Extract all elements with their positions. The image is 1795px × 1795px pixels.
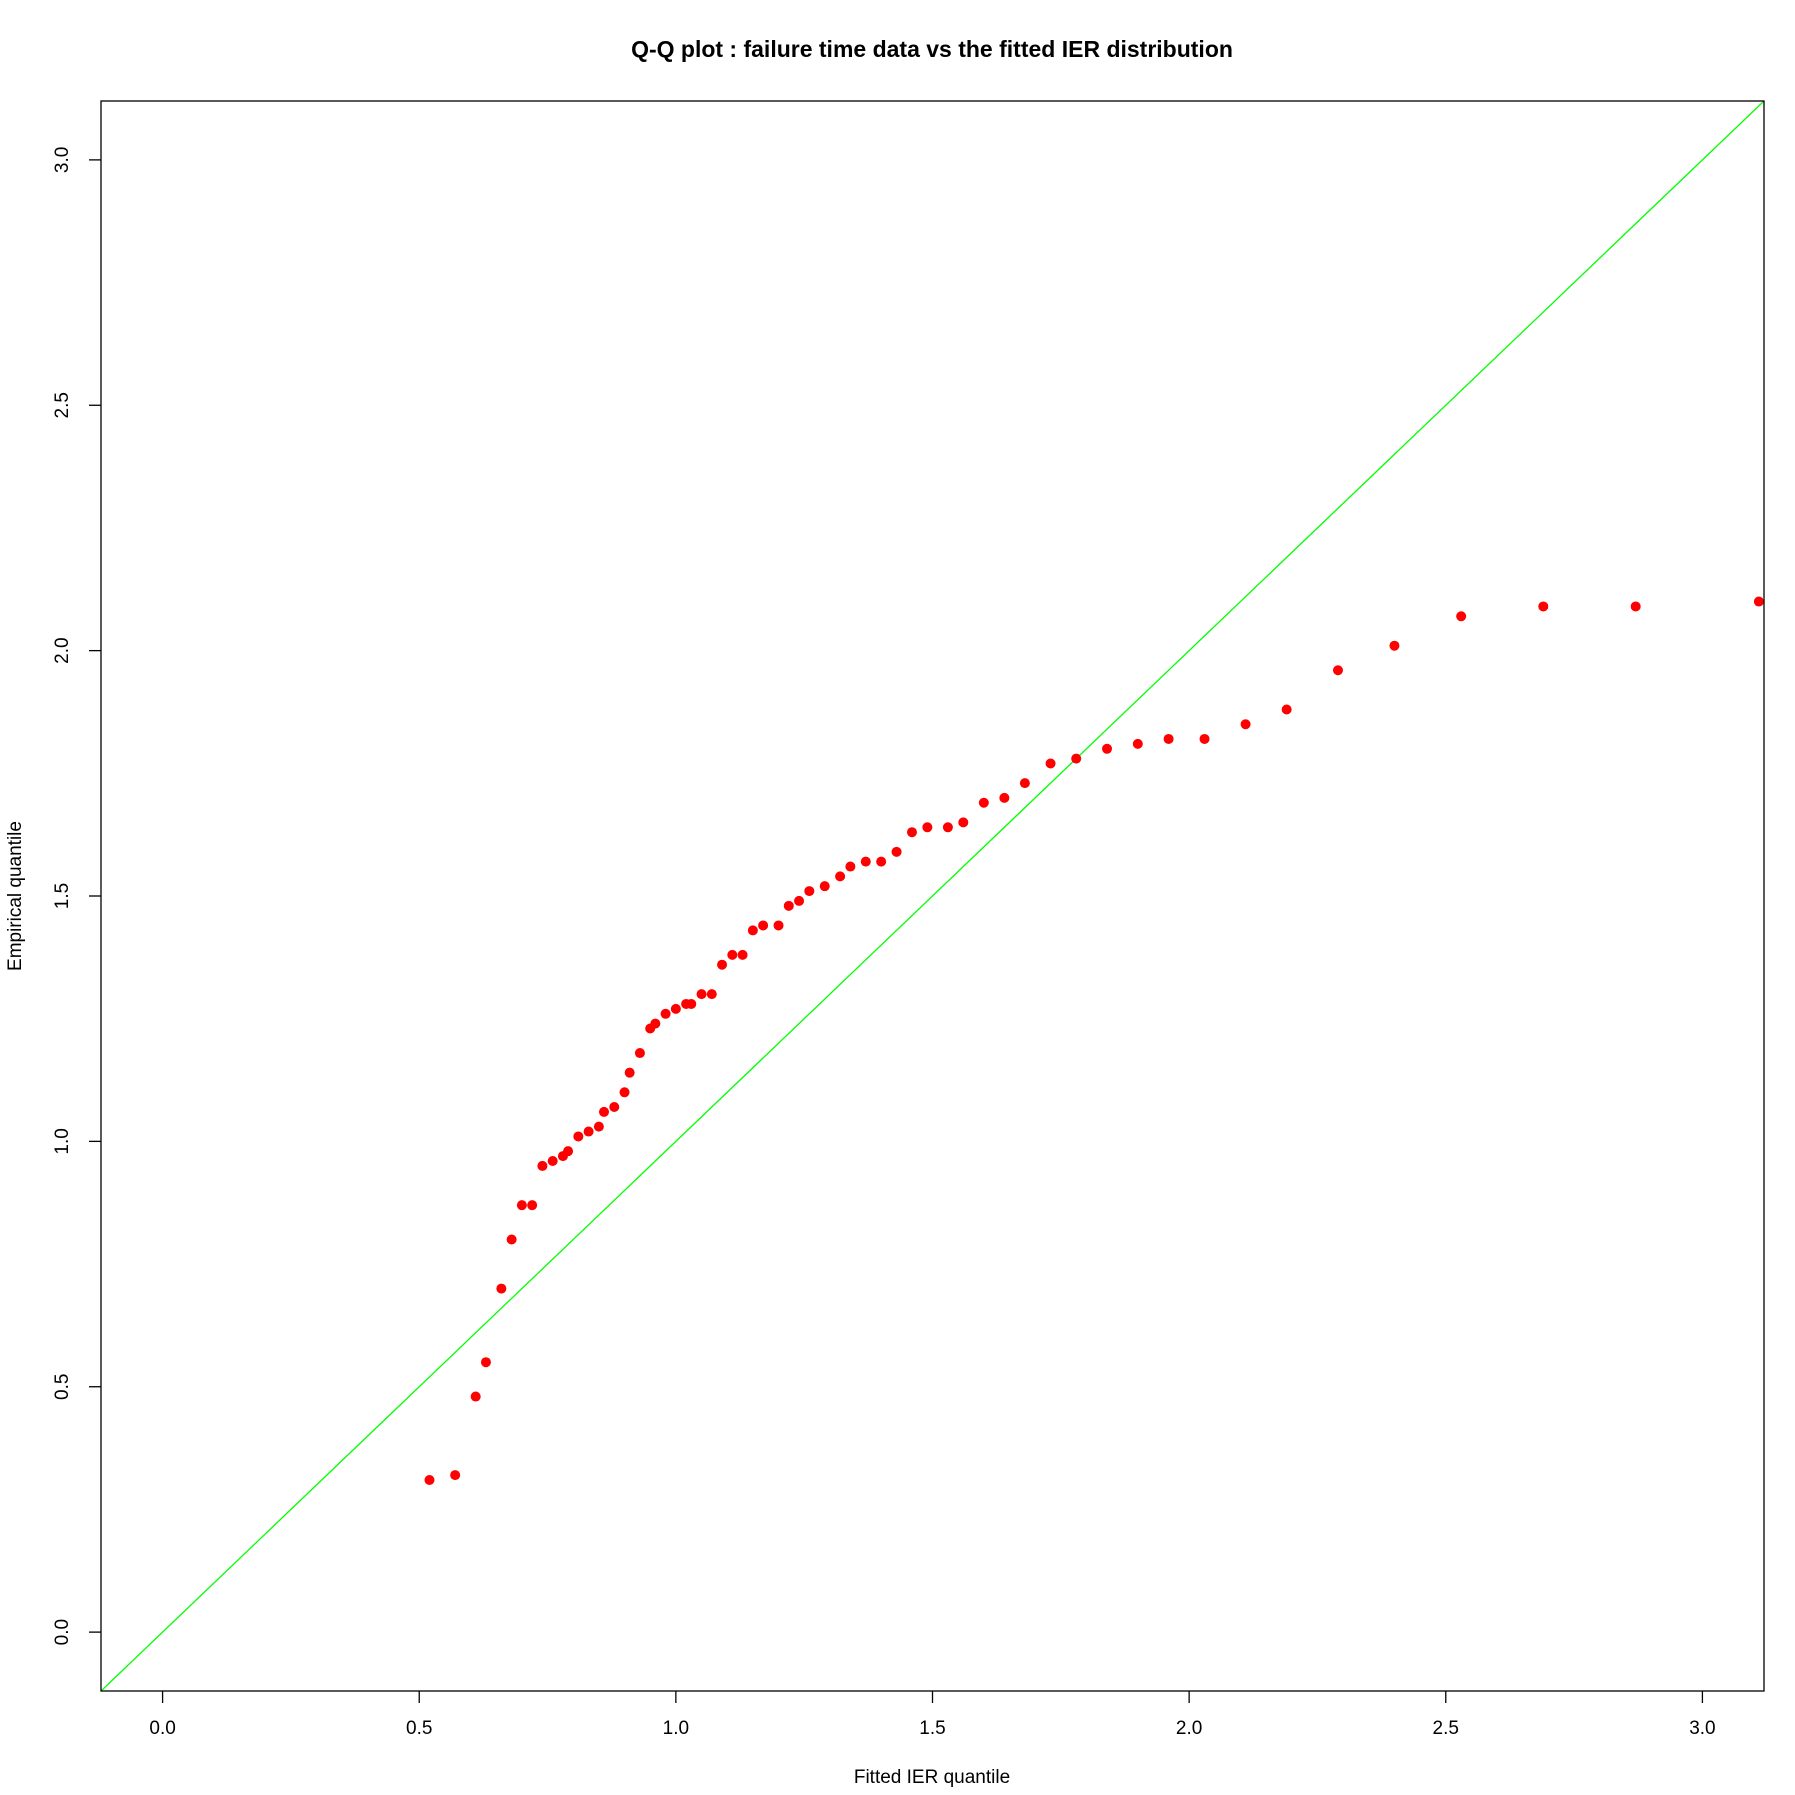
point bbox=[696, 989, 707, 1000]
point bbox=[593, 1121, 604, 1132]
y-tick-label: 2.0 bbox=[52, 637, 73, 663]
point bbox=[624, 1067, 635, 1078]
point bbox=[1753, 596, 1764, 607]
point bbox=[891, 846, 902, 857]
point bbox=[1071, 753, 1082, 764]
x-tick-label: 1.5 bbox=[919, 1718, 945, 1739]
point bbox=[999, 792, 1010, 803]
point bbox=[527, 1200, 538, 1211]
point bbox=[1240, 719, 1251, 730]
x-tick-label: 3.0 bbox=[1689, 1718, 1715, 1739]
y-tick-label: 1.5 bbox=[52, 883, 73, 909]
point bbox=[1281, 704, 1292, 715]
point bbox=[1538, 601, 1549, 612]
y-tick-label: 0.5 bbox=[52, 1374, 73, 1400]
point bbox=[747, 925, 758, 936]
point bbox=[758, 920, 769, 931]
point bbox=[650, 1018, 661, 1029]
point bbox=[573, 1131, 584, 1142]
point bbox=[835, 871, 846, 882]
point bbox=[609, 1102, 620, 1113]
point bbox=[804, 886, 815, 897]
point bbox=[906, 827, 917, 838]
point bbox=[619, 1087, 630, 1098]
point bbox=[424, 1474, 435, 1485]
point bbox=[717, 959, 728, 970]
y-tick-label: 0.0 bbox=[52, 1619, 73, 1645]
x-tick-label: 0.0 bbox=[149, 1718, 175, 1739]
point bbox=[1019, 778, 1030, 789]
point bbox=[537, 1160, 548, 1171]
point bbox=[670, 1003, 681, 1014]
point bbox=[470, 1391, 481, 1402]
point bbox=[450, 1470, 461, 1481]
point bbox=[563, 1146, 574, 1157]
y-tick-label: 3.0 bbox=[52, 147, 73, 173]
point bbox=[783, 900, 794, 911]
point bbox=[1389, 640, 1400, 651]
x-tick-label: 2.0 bbox=[1176, 1718, 1202, 1739]
y-axis-label: Empirical quantile bbox=[5, 821, 26, 971]
point bbox=[1199, 733, 1210, 744]
point bbox=[794, 895, 805, 906]
point bbox=[516, 1200, 527, 1211]
point bbox=[706, 989, 717, 1000]
point bbox=[1163, 733, 1174, 744]
point bbox=[686, 998, 697, 1009]
point bbox=[978, 797, 989, 808]
point bbox=[922, 822, 933, 833]
point bbox=[1132, 738, 1143, 749]
x-axis-label: Fitted IER quantile bbox=[854, 1767, 1010, 1788]
point bbox=[583, 1126, 594, 1137]
point bbox=[773, 920, 784, 931]
point bbox=[634, 1048, 645, 1059]
x-tick-label: 0.5 bbox=[406, 1718, 432, 1739]
point bbox=[506, 1234, 517, 1245]
x-tick-label: 2.5 bbox=[1433, 1718, 1459, 1739]
point bbox=[660, 1008, 671, 1019]
point bbox=[942, 822, 953, 833]
y-tick-label: 1.0 bbox=[52, 1128, 73, 1154]
point bbox=[1456, 611, 1467, 622]
point bbox=[480, 1357, 491, 1368]
point bbox=[1332, 665, 1343, 676]
point bbox=[727, 949, 738, 960]
plot-area bbox=[101, 101, 1764, 1691]
chart-title: Q-Q plot : failure time data vs the fitt… bbox=[631, 36, 1233, 62]
reference-line bbox=[101, 101, 1764, 1691]
point bbox=[1045, 758, 1056, 769]
point bbox=[876, 856, 887, 867]
point bbox=[547, 1156, 558, 1166]
point bbox=[958, 817, 969, 828]
point bbox=[1630, 601, 1641, 612]
x-tick-label: 1.0 bbox=[663, 1718, 689, 1739]
y-tick-label: 2.5 bbox=[52, 392, 73, 418]
point bbox=[845, 861, 856, 872]
point bbox=[819, 881, 830, 892]
point bbox=[599, 1106, 610, 1117]
point bbox=[737, 949, 748, 960]
point bbox=[860, 856, 871, 867]
point bbox=[1102, 743, 1113, 754]
point bbox=[496, 1283, 507, 1294]
